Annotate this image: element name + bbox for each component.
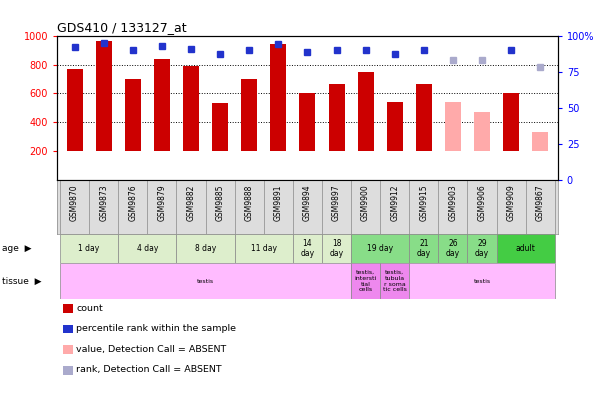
- Bar: [409, 263, 555, 299]
- Bar: [183, 66, 199, 151]
- Text: GSM9891: GSM9891: [274, 185, 283, 221]
- Bar: [468, 234, 496, 263]
- Text: 18
day: 18 day: [329, 239, 344, 258]
- Text: GSM9915: GSM9915: [419, 185, 429, 221]
- Text: GSM9909: GSM9909: [507, 185, 516, 221]
- Bar: [234, 234, 293, 263]
- Text: GSM9867: GSM9867: [535, 185, 545, 221]
- Text: testis: testis: [474, 279, 490, 284]
- Text: value, Detection Call = ABSENT: value, Detection Call = ABSENT: [76, 345, 227, 354]
- Bar: [96, 42, 112, 151]
- Text: GDS410 / 133127_at: GDS410 / 133127_at: [57, 21, 187, 34]
- Bar: [386, 102, 403, 151]
- Bar: [293, 234, 322, 263]
- Bar: [322, 234, 351, 263]
- Text: 21
day: 21 day: [416, 239, 431, 258]
- Text: adult: adult: [516, 244, 535, 253]
- Bar: [177, 234, 234, 263]
- Bar: [212, 103, 228, 151]
- Text: GSM9894: GSM9894: [303, 185, 312, 221]
- Text: GSM9903: GSM9903: [448, 185, 457, 221]
- Bar: [409, 234, 438, 263]
- Text: testis: testis: [197, 279, 214, 284]
- Text: age  ▶: age ▶: [2, 244, 31, 253]
- Bar: [270, 44, 286, 151]
- Bar: [496, 234, 555, 263]
- Text: 26
day: 26 day: [446, 239, 460, 258]
- Text: 14
day: 14 day: [300, 239, 314, 258]
- Bar: [351, 263, 380, 299]
- Text: GSM9906: GSM9906: [478, 185, 487, 221]
- Bar: [329, 84, 344, 151]
- Bar: [380, 263, 409, 299]
- Text: count: count: [76, 304, 103, 312]
- Text: GSM9912: GSM9912: [390, 185, 399, 221]
- Bar: [60, 263, 351, 299]
- Text: GSM9885: GSM9885: [216, 185, 225, 221]
- Bar: [60, 234, 118, 263]
- Text: GSM9882: GSM9882: [186, 185, 195, 221]
- Bar: [125, 79, 141, 151]
- Bar: [416, 84, 432, 151]
- Text: 4 day: 4 day: [136, 244, 158, 253]
- Bar: [299, 93, 316, 151]
- Text: GSM9873: GSM9873: [99, 185, 108, 221]
- Text: GSM9900: GSM9900: [361, 185, 370, 221]
- Bar: [241, 79, 257, 151]
- Text: percentile rank within the sample: percentile rank within the sample: [76, 324, 236, 333]
- Text: 11 day: 11 day: [251, 244, 276, 253]
- Bar: [351, 234, 409, 263]
- Text: GSM9870: GSM9870: [70, 185, 79, 221]
- Text: 29
day: 29 day: [475, 239, 489, 258]
- Bar: [503, 93, 519, 151]
- Bar: [154, 59, 170, 151]
- Text: GSM9888: GSM9888: [245, 185, 254, 221]
- Text: tissue  ▶: tissue ▶: [2, 277, 41, 286]
- Bar: [358, 72, 374, 151]
- Text: testis,
intersti
tial
cells: testis, intersti tial cells: [355, 270, 377, 292]
- Text: testis,
tubula
r soma
tic cells: testis, tubula r soma tic cells: [383, 270, 407, 292]
- Text: rank, Detection Call = ABSENT: rank, Detection Call = ABSENT: [76, 366, 222, 374]
- Bar: [118, 234, 177, 263]
- Text: 19 day: 19 day: [367, 244, 393, 253]
- Bar: [67, 69, 82, 151]
- Bar: [532, 133, 548, 151]
- Bar: [445, 102, 461, 151]
- Text: GSM9876: GSM9876: [128, 185, 137, 221]
- Text: GSM9879: GSM9879: [157, 185, 166, 221]
- Text: GSM9897: GSM9897: [332, 185, 341, 221]
- Bar: [438, 234, 468, 263]
- Text: 8 day: 8 day: [195, 244, 216, 253]
- Text: 1 day: 1 day: [79, 244, 100, 253]
- Bar: [474, 112, 490, 151]
